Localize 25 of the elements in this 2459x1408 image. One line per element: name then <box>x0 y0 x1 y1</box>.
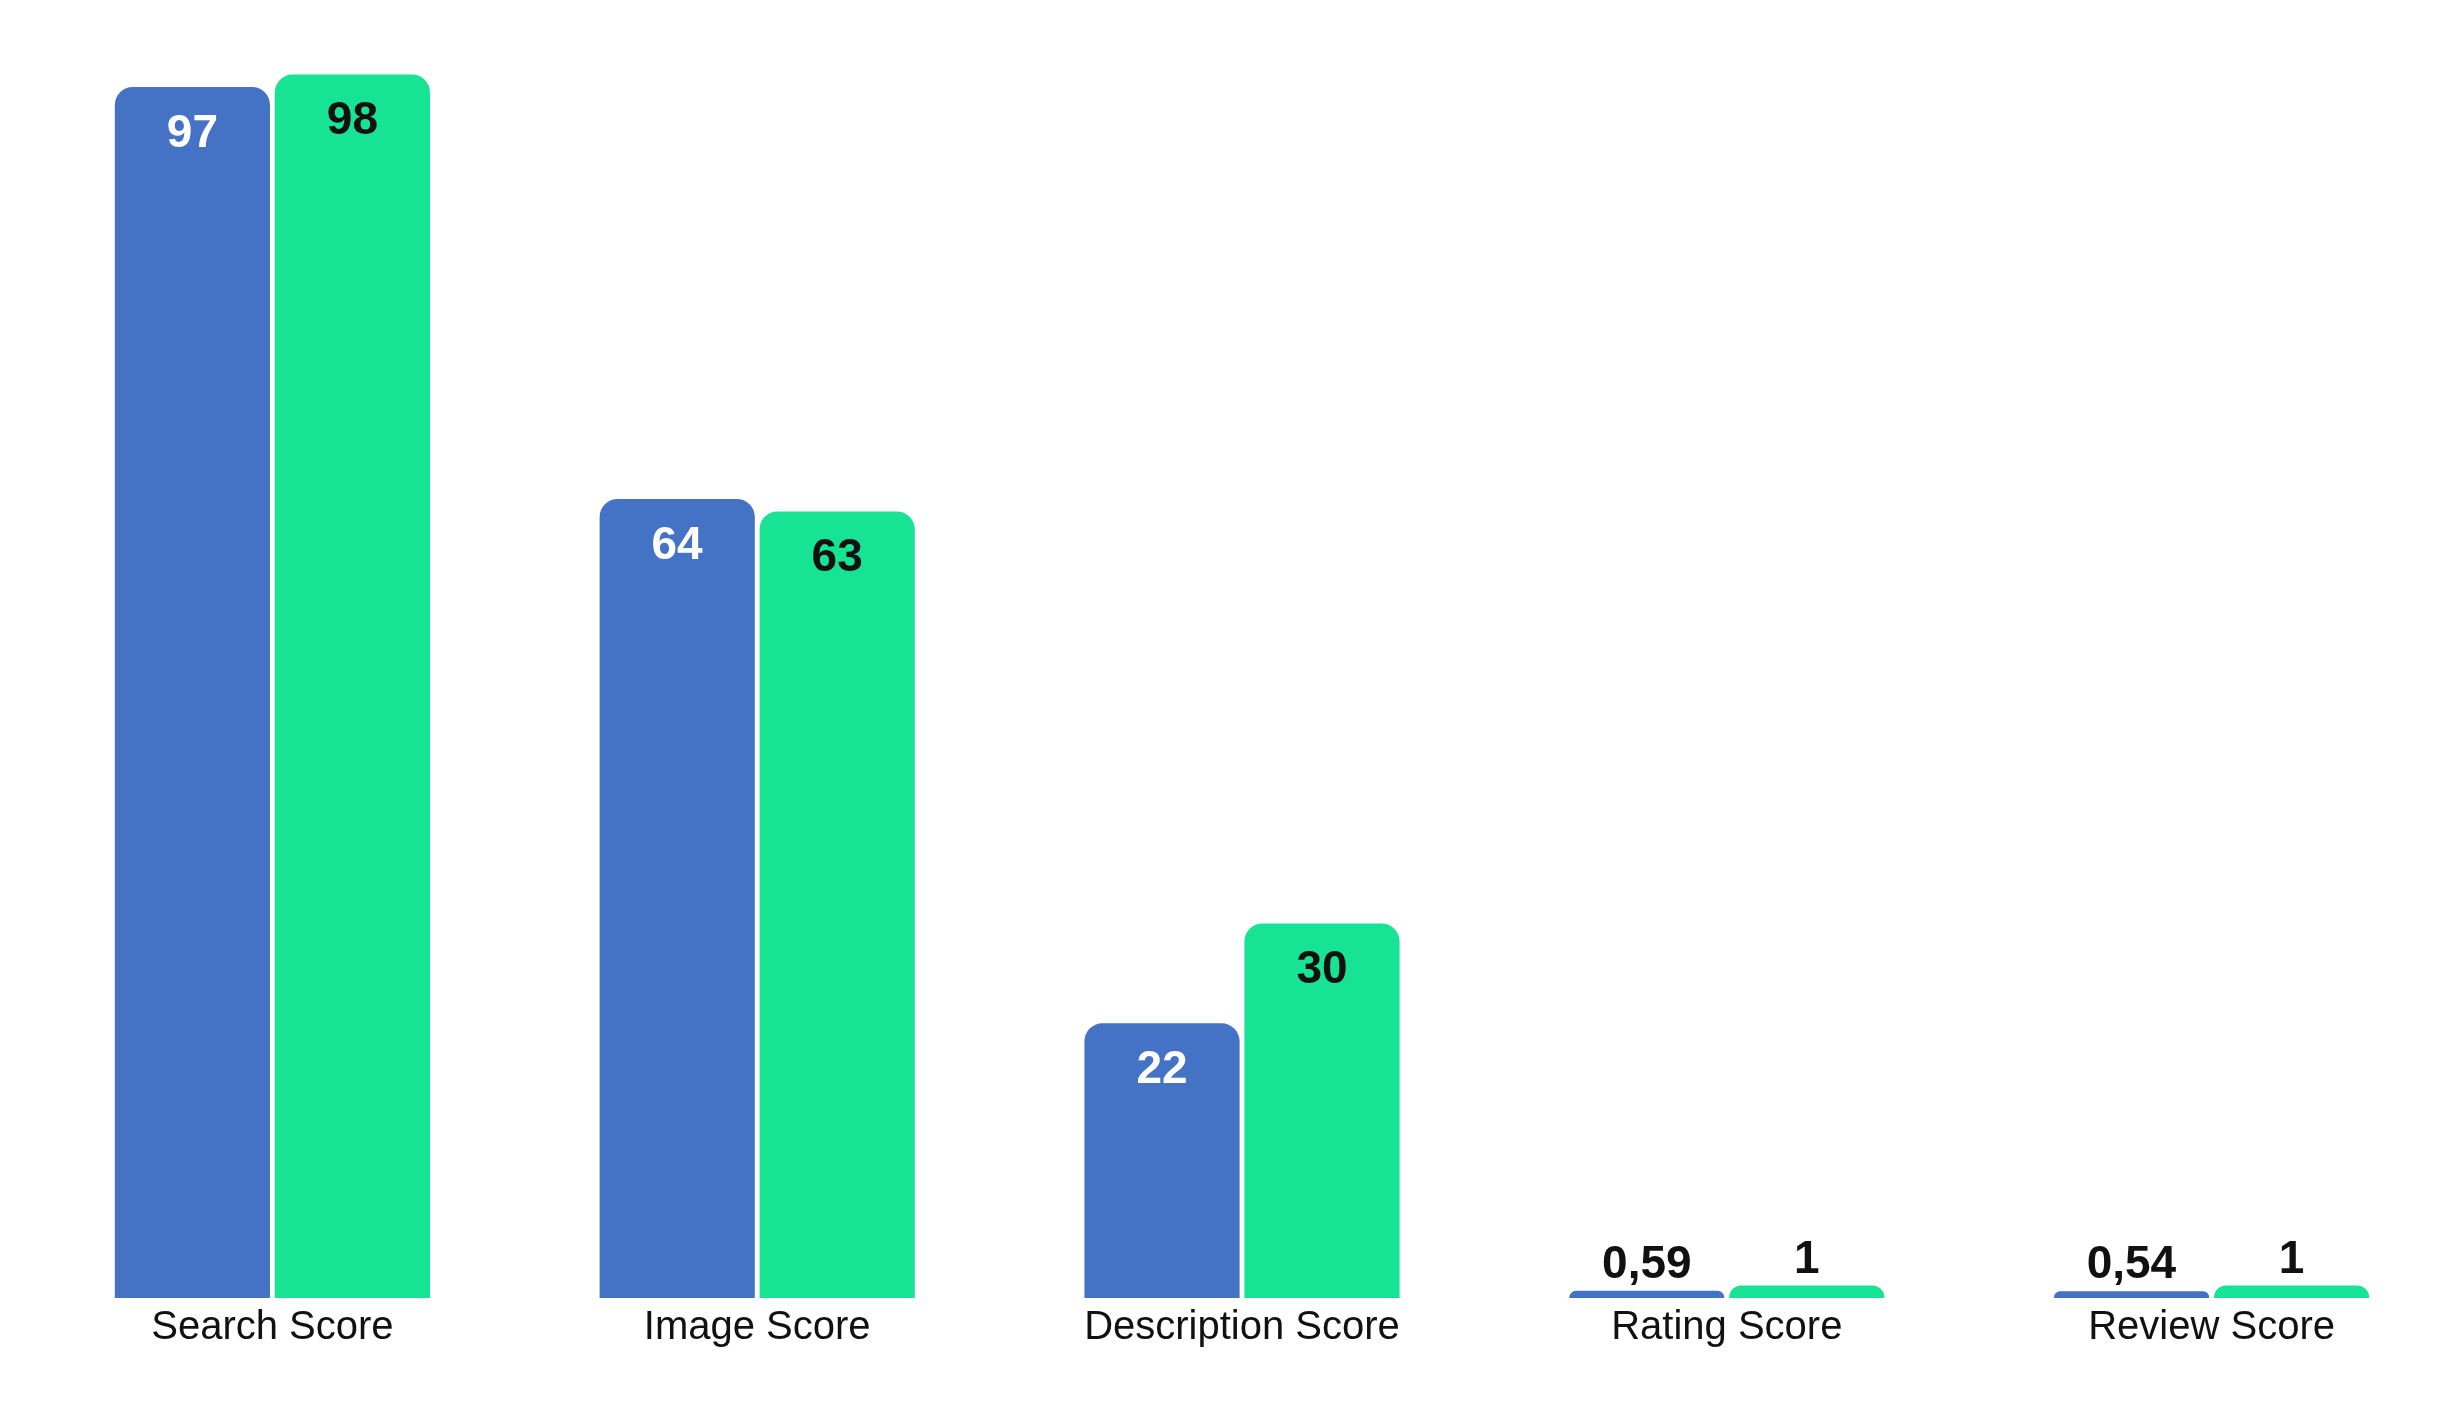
x-tick-label: Image Score <box>643 1303 871 1347</box>
bar <box>1569 1290 1725 1298</box>
x-tick-label: Description Score <box>1084 1303 1400 1347</box>
bar <box>2214 1285 2370 1298</box>
bar <box>1244 923 1400 1298</box>
bar <box>759 511 915 1298</box>
data-label: 1 <box>1793 1230 1820 1283</box>
data-label: 63 <box>811 529 863 582</box>
data-label: 97 <box>166 104 218 157</box>
bar <box>2054 1291 2210 1298</box>
bar <box>1729 1285 1885 1298</box>
x-tick-label: Review Score <box>2088 1303 2335 1347</box>
bar <box>599 498 755 1298</box>
data-label: 0,59 <box>1602 1235 1692 1288</box>
bar <box>1084 1023 1240 1298</box>
data-label: 64 <box>651 516 703 569</box>
bar <box>114 86 270 1298</box>
data-label: 0,54 <box>2086 1236 2177 1289</box>
x-tick-label: Search Score <box>151 1303 394 1347</box>
data-label: 1 <box>2278 1230 2305 1283</box>
data-label: 22 <box>1136 1041 1188 1094</box>
bar <box>274 74 430 1298</box>
data-label: 98 <box>326 92 378 145</box>
data-label: 30 <box>1296 941 1348 994</box>
x-tick-label: Rating Score <box>1611 1303 1843 1347</box>
